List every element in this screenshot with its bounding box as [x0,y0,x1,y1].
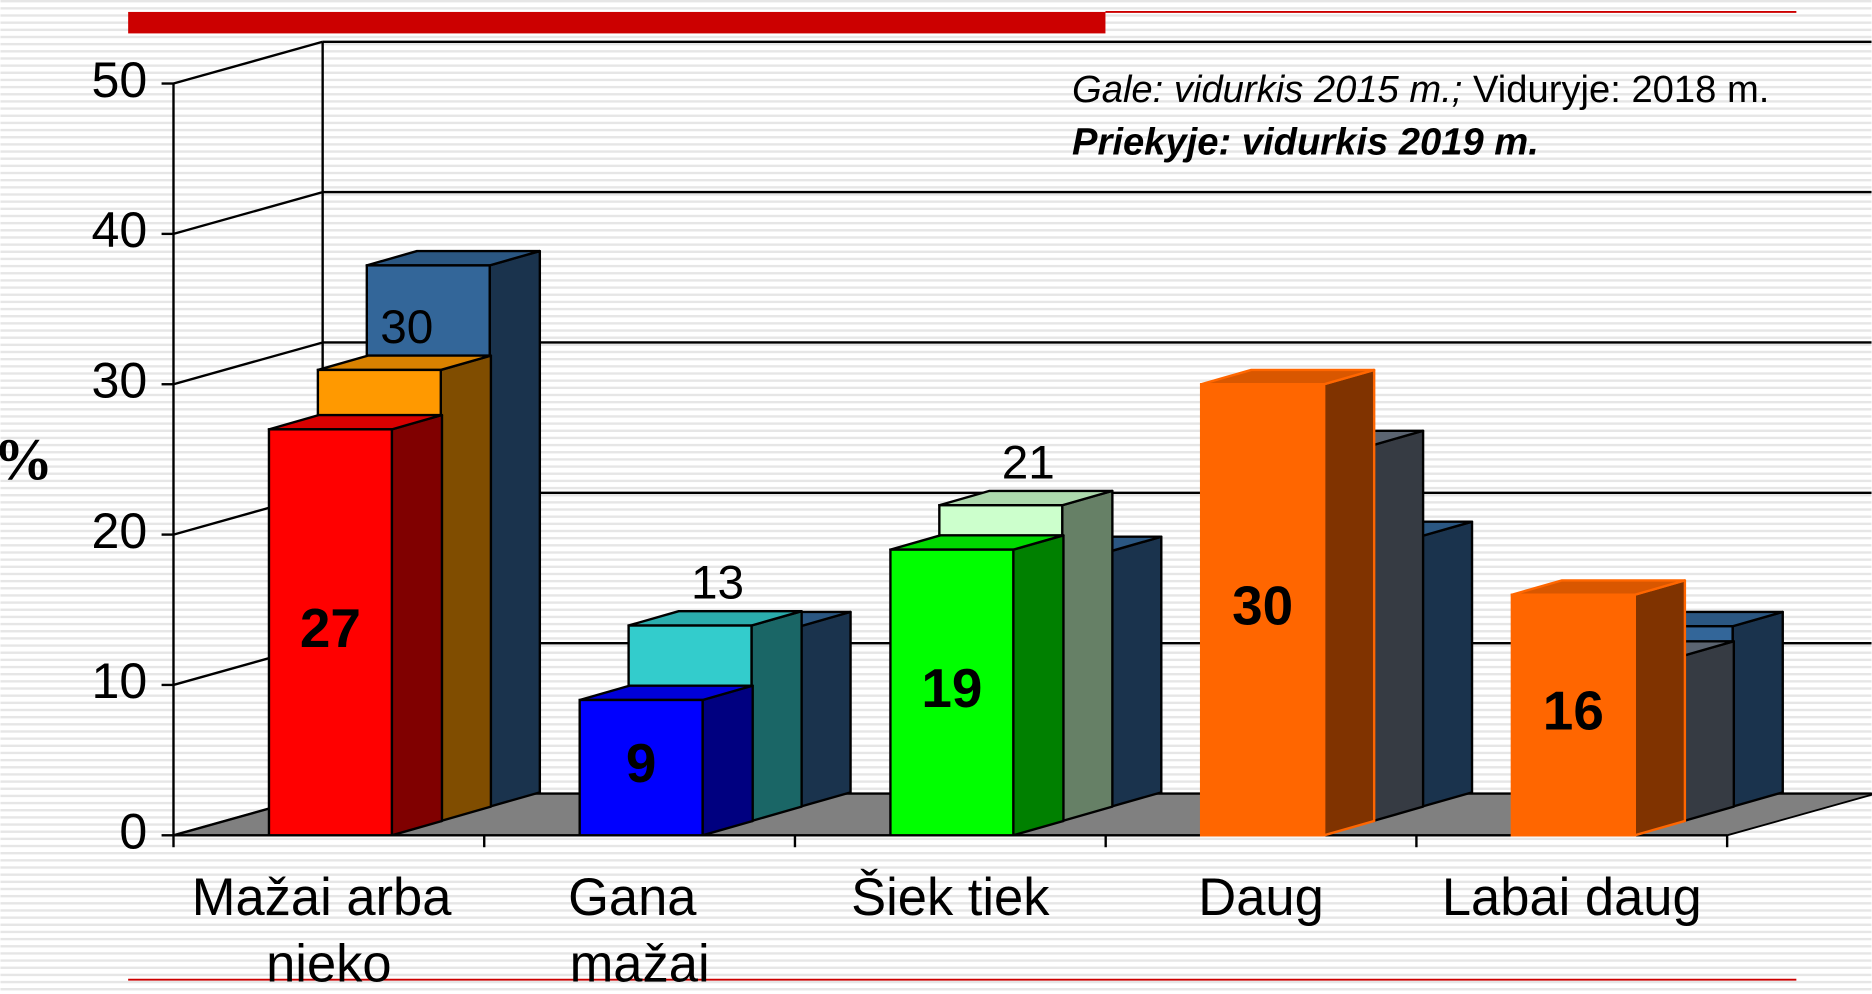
bar-side [1322,368,1376,837]
x-tick-label-line: mažai [570,935,710,994]
side-grid-line [173,341,323,386]
bar-side [439,354,493,823]
bar-value-label: 21 [1002,436,1055,489]
bar [578,698,704,837]
bar [1199,383,1326,837]
x-tick-label: Gana mažai [568,868,711,994]
x-tick-label: Daug [1198,868,1324,927]
y-tick-label: 50 [91,52,147,108]
y-tick-label: 30 [91,352,147,408]
bar-side [1012,534,1065,837]
bar-side [1682,640,1736,823]
x-tick-label-line: nieko [266,935,392,994]
bar-value-label: 9 [626,732,657,794]
bar-value-label: 30 [1232,574,1293,636]
y-tick-label: 20 [91,503,147,559]
annotation-2015: Gale: vidurkis 2015 m.; [1072,68,1462,111]
annotation-2019: Priekyje: vidurkis 2019 m. [1072,120,1539,163]
bar-side [799,610,852,808]
bar-value-label: 19 [921,657,982,719]
y-tick-label: 40 [91,202,147,258]
bar-side [1633,579,1687,837]
x-tick-label: Mažai arba nieko [192,868,466,994]
bar [1510,593,1636,837]
bar-side [701,684,754,837]
top-accent-bar [128,11,1106,34]
bar-value-label: 16 [1543,680,1604,742]
y-axis-label: % [0,426,53,492]
x-tick-label-line: Mažai arba [192,868,466,927]
x-tick-label: Šiek tiek [851,868,1050,927]
side-grid-line [173,40,323,85]
annotation-2018: Viduryje: 2018 m. [1473,68,1769,111]
bar-side [1420,520,1474,808]
bar-side [390,413,444,837]
bar-side [750,610,803,823]
bar-side [1731,610,1784,808]
bar-value-label: 27 [300,597,361,659]
bar-value-label: 30 [380,301,433,354]
y-tick-label: 10 [91,653,147,709]
bar-value-label: 13 [691,557,744,610]
bar-side [1371,429,1425,823]
bar-side [1109,535,1163,808]
bar-side [488,249,542,808]
annotation: Gale: vidurkis 2015 m.; Viduryje: 2018 m… [1072,68,1769,111]
x-tick-label-line: Gana [568,868,711,927]
bar [267,428,394,837]
side-grid-line [173,190,323,236]
bar [889,548,1015,837]
x-tick-label: Labai daug [1442,868,1702,927]
y-tick-label: 0 [119,804,147,860]
bar-side [1061,489,1114,823]
plot: 010203040503013212511279193016Mažai arba… [91,40,1872,994]
